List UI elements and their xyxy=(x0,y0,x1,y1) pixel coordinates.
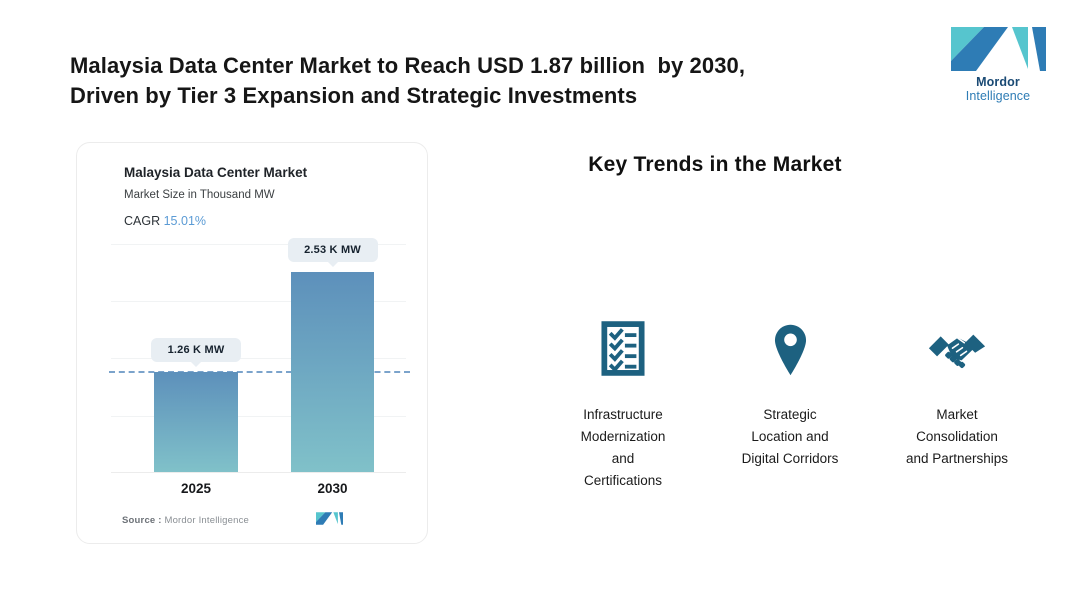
location-pin-icon xyxy=(774,313,807,377)
bar-2030: 2.53 K MW 2030 xyxy=(287,238,378,496)
brand-name-regular: Intelligence xyxy=(965,89,1031,103)
trend-item-consolidation: Market Consolidation and Partnerships xyxy=(872,313,1042,470)
chart-title: Malaysia Data Center Market xyxy=(124,165,308,180)
chart-subtitle: Market Size in Thousand MW xyxy=(124,189,275,201)
mordor-intelligence-logo: Mordor Intelligence xyxy=(948,27,1048,103)
gridline xyxy=(111,244,406,245)
gridline xyxy=(111,301,406,302)
bar-2030-value-callout: 2.53 K MW xyxy=(287,238,378,262)
brand-name: Mordor Intelligence xyxy=(948,75,1048,103)
bar-2025-value-callout: 1.26 K MW xyxy=(151,338,241,363)
trend-label-strategic-location: Strategic Location and Digital Corridors xyxy=(741,407,839,466)
cagr-value: 15.01% xyxy=(163,214,207,228)
mordor-logo-mark-icon xyxy=(950,27,1046,71)
bar-chart-plot-area: 1.26 K MW 2025 2.53 K MW 2030 xyxy=(109,238,410,496)
handshake-icon xyxy=(928,313,986,377)
cagr-label: CAGR xyxy=(124,214,161,228)
brand-name-bold: Mordor xyxy=(976,75,1020,89)
cagr-line: CAGR 15.01% xyxy=(124,214,206,228)
trend-label-consolidation: Market Consolidation and Partnerships xyxy=(905,407,1009,466)
gridline xyxy=(111,416,406,417)
trend-item-infrastructure: Infrastructure Modernization and Certifi… xyxy=(553,313,693,492)
reference-dashed-line xyxy=(109,371,410,374)
bar-2025: 1.26 K MW 2025 xyxy=(151,244,241,496)
market-chart-card: Malaysia Data Center Market Market Size … xyxy=(76,142,428,544)
checklist-icon xyxy=(601,313,645,377)
axis-label-2030: 2030 xyxy=(317,481,348,496)
source-value: Mordor Intelligence xyxy=(164,515,250,526)
trend-item-strategic-location: Strategic Location and Digital Corridors xyxy=(712,313,868,470)
key-trends-heading: Key Trends in the Market xyxy=(588,153,842,176)
bar-2025-rect xyxy=(154,372,238,472)
source-label: Source : xyxy=(122,515,162,526)
trend-label-infrastructure: Infrastructure Modernization and Certifi… xyxy=(580,407,666,488)
bar-2030-rect xyxy=(291,272,374,472)
axis-label-2025: 2025 xyxy=(180,481,212,496)
source-attribution: Source : Mordor Intelligence xyxy=(122,515,249,526)
gridline xyxy=(111,358,406,359)
mordor-logo-mark-small-icon xyxy=(316,512,343,525)
page-title: Malaysia Data Center Market to Reach USD… xyxy=(70,53,746,108)
